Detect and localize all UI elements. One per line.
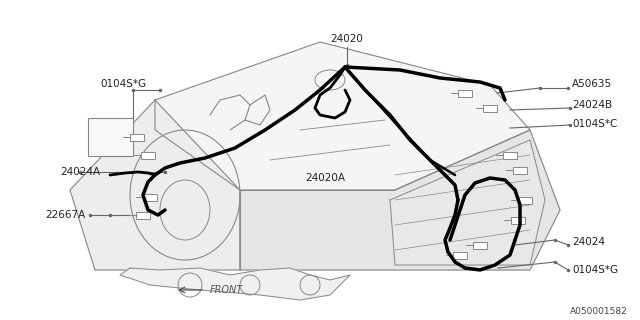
Bar xyxy=(458,90,472,97)
Polygon shape xyxy=(70,100,240,270)
Bar xyxy=(513,167,527,174)
Text: 0104S*C: 0104S*C xyxy=(572,119,618,129)
Bar xyxy=(503,152,517,159)
Text: 0104S*G: 0104S*G xyxy=(572,265,618,275)
Bar xyxy=(130,134,144,141)
Text: 24020A: 24020A xyxy=(305,173,345,183)
Text: 24020: 24020 xyxy=(331,34,364,44)
Text: 22667A: 22667A xyxy=(45,210,85,220)
Text: 24024A: 24024A xyxy=(60,167,100,177)
Bar xyxy=(453,252,467,259)
Text: 0104S*G: 0104S*G xyxy=(100,79,146,89)
Bar xyxy=(88,118,133,156)
Bar xyxy=(141,152,155,159)
Text: A050001582: A050001582 xyxy=(570,308,628,316)
Bar xyxy=(136,212,150,219)
Bar xyxy=(518,197,532,204)
Text: 24024: 24024 xyxy=(572,237,605,247)
Polygon shape xyxy=(155,42,530,190)
Bar xyxy=(511,217,525,224)
Bar xyxy=(473,242,487,249)
Text: FRONT: FRONT xyxy=(210,285,243,295)
Bar xyxy=(143,194,157,201)
Polygon shape xyxy=(240,130,560,270)
Bar xyxy=(483,105,497,112)
Polygon shape xyxy=(390,140,545,265)
Polygon shape xyxy=(120,268,350,300)
Text: 24024B: 24024B xyxy=(572,100,612,110)
Text: A50635: A50635 xyxy=(572,79,612,89)
